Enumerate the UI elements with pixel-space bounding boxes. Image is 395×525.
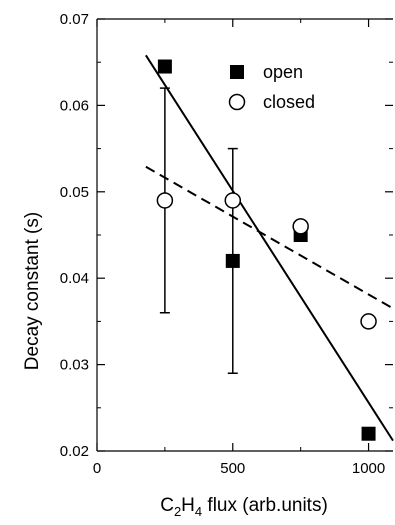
data-point-closed xyxy=(292,218,309,235)
legend: open closed xyxy=(228,62,315,112)
data-point-open xyxy=(361,426,376,441)
open-fit-line xyxy=(145,54,394,442)
x-tick-labels: 0 500 1000 xyxy=(93,460,385,477)
data-markers xyxy=(156,59,377,441)
x-axis-title-part: flux (arb.units) xyxy=(202,495,328,516)
y-tick-label: 0.05 xyxy=(60,184,89,201)
x-tick-label: 0 xyxy=(93,460,101,477)
closed-fit-line xyxy=(145,165,394,310)
x-tick-label: 1000 xyxy=(352,460,385,477)
legend-label-closed: closed xyxy=(263,92,315,112)
data-point-closed xyxy=(360,313,377,330)
x-axis-title-subscript: 2 xyxy=(174,504,181,519)
error-bars xyxy=(159,87,238,374)
x-axis-title-part: C xyxy=(160,495,174,516)
y-tick-label: 0.07 xyxy=(60,11,89,28)
y-tick-label: 0.06 xyxy=(60,97,89,114)
data-point-closed xyxy=(156,192,174,209)
y-tick-labels: 0.02 0.03 0.04 0.05 0.06 0.07 xyxy=(60,11,89,460)
plot-frame xyxy=(96,18,393,452)
data-point-closed xyxy=(224,192,242,209)
axis-ticks xyxy=(96,18,393,452)
y-tick-label: 0.02 xyxy=(60,443,89,460)
legend-marker-closed xyxy=(228,93,246,111)
x-axis-title-subscript: 4 xyxy=(195,504,202,519)
y-tick-label: 0.03 xyxy=(60,357,89,374)
fit-lines xyxy=(145,54,394,442)
x-axis-title: C2H4 flux (arb.units) xyxy=(160,495,328,519)
data-point-open xyxy=(225,253,240,268)
y-axis-title: Decay constant (s) xyxy=(22,212,43,370)
x-tick-label: 500 xyxy=(220,460,245,477)
x-axis-title-part: H xyxy=(181,495,195,516)
legend-label-open: open xyxy=(263,62,303,82)
y-tick-label: 0.04 xyxy=(60,270,89,287)
legend-marker-open xyxy=(230,65,244,79)
data-point-open xyxy=(157,59,172,74)
